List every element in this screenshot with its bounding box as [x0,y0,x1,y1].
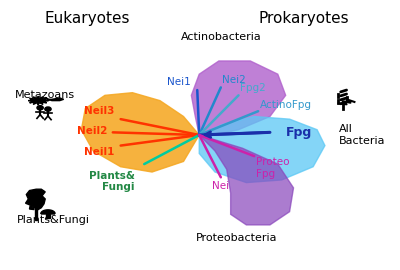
Text: Prokaryotes: Prokaryotes [258,11,349,26]
Text: Neil2: Neil2 [76,126,107,136]
Text: Nei1: Nei1 [167,77,190,87]
Polygon shape [199,135,294,225]
Text: Fpg2: Fpg2 [240,83,266,93]
Text: Fpg: Fpg [286,126,312,139]
Polygon shape [28,96,48,105]
Text: Proteobacteria: Proteobacteria [196,233,277,243]
Polygon shape [46,214,50,218]
Polygon shape [26,189,45,210]
Polygon shape [199,116,325,183]
Polygon shape [81,93,199,172]
Text: Plants&Fungi: Plants&Fungi [16,215,90,225]
Polygon shape [45,97,49,101]
Circle shape [37,106,43,110]
Text: Proteo
Fpg: Proteo Fpg [256,157,290,179]
Polygon shape [48,98,64,101]
Polygon shape [191,61,286,135]
Text: All
Bacteria: All Bacteria [339,124,385,146]
Text: Plants&
Fungi: Plants& Fungi [88,171,134,192]
Text: ActinoFpg: ActinoFpg [260,100,312,110]
Polygon shape [41,210,55,214]
Text: Eukaryotes: Eukaryotes [44,11,130,26]
Text: Actinobacteria: Actinobacteria [180,32,261,42]
Polygon shape [35,206,37,220]
Circle shape [45,107,51,111]
Text: Neil1: Neil1 [84,147,115,157]
Text: Neil3: Neil3 [84,106,115,116]
Text: Nei: Nei [212,181,229,191]
Text: Nei2: Nei2 [222,75,246,85]
Text: Metazoans: Metazoans [14,90,75,100]
